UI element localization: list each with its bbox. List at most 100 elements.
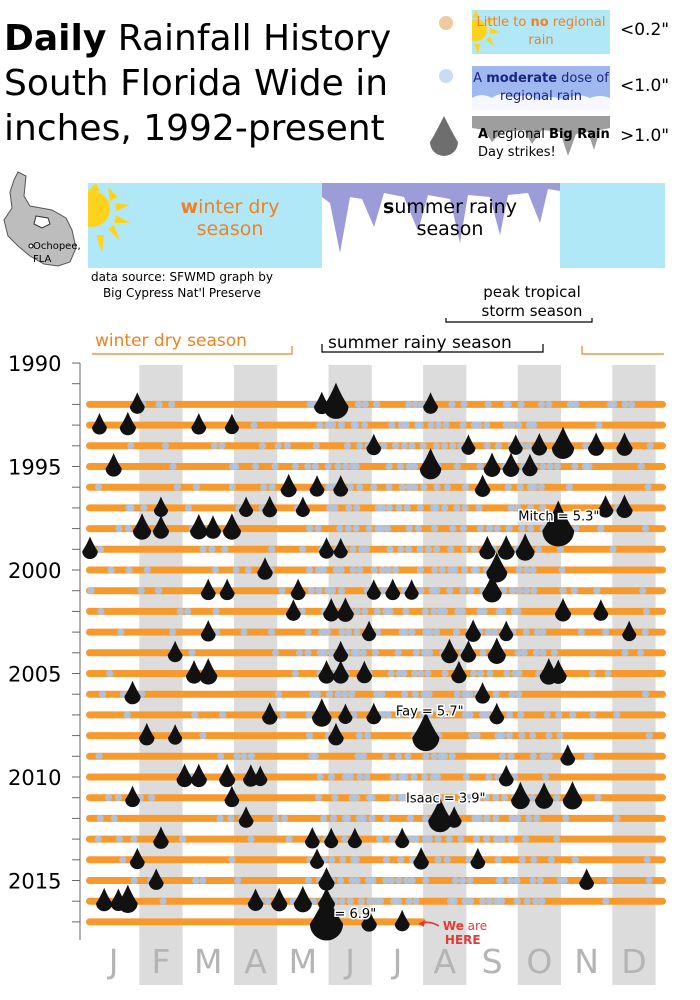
moderate-day xyxy=(532,649,541,657)
legend-dry-text: Little to no regional rain xyxy=(476,15,606,48)
moderate-day xyxy=(365,525,373,533)
moderate-day xyxy=(416,566,424,574)
moderate-day xyxy=(514,690,523,698)
moderate-day xyxy=(517,400,525,408)
moderate-day xyxy=(425,835,434,843)
moderate-day xyxy=(515,566,523,574)
moderate-day xyxy=(306,732,314,740)
winter-label: winter dry season xyxy=(95,331,247,351)
moderate-day xyxy=(476,525,485,533)
moderate-day xyxy=(527,525,535,533)
moderate-day xyxy=(127,504,135,512)
moderate-day xyxy=(424,669,432,678)
moderate-day xyxy=(406,711,414,719)
moderate-day xyxy=(539,504,547,512)
moderate-day xyxy=(453,504,461,512)
moderate-day xyxy=(405,897,413,905)
moderate-day xyxy=(546,462,554,471)
moderate-day xyxy=(315,587,323,595)
moderate-day xyxy=(537,400,546,408)
big-rain-day xyxy=(356,660,373,684)
moderate-day xyxy=(334,690,342,698)
moderate-day xyxy=(498,752,507,760)
year-tick-label: 1990 xyxy=(8,352,61,376)
here-label-line2: HERE xyxy=(445,933,481,947)
moderate-day xyxy=(529,752,537,760)
moderate-day xyxy=(283,442,291,450)
moderate-day xyxy=(329,421,337,429)
moderate-day xyxy=(547,856,555,864)
moderate-day xyxy=(553,794,561,802)
moderate-day xyxy=(518,525,526,533)
moderate-day xyxy=(532,897,540,905)
moderate-day xyxy=(494,856,502,864)
moderate-day xyxy=(516,483,524,491)
big-rain-day xyxy=(579,868,595,890)
big-rain-day xyxy=(319,537,334,559)
moderate-day xyxy=(304,876,313,885)
moderate-day xyxy=(347,773,355,781)
moderate-day xyxy=(234,876,242,885)
moderate-day xyxy=(327,649,336,657)
big-rain-day xyxy=(224,785,240,808)
moderate-day xyxy=(526,504,535,512)
moderate-day xyxy=(291,669,299,678)
year-row-1992 xyxy=(86,400,666,408)
moderate-day xyxy=(94,835,102,843)
moderate-day xyxy=(514,607,522,615)
big-rain-day xyxy=(489,702,505,725)
moderate-day xyxy=(306,400,314,408)
moderate-day xyxy=(390,773,398,781)
moderate-day xyxy=(401,628,409,636)
big-rain-day xyxy=(486,552,508,583)
legend-row-big: A regional Big Rain Day strikes! >1.0" xyxy=(430,116,694,160)
season-brackets: winter dry season summer rainy season xyxy=(92,318,664,355)
moderate-day xyxy=(349,545,357,553)
moderate-day xyxy=(587,752,595,760)
moderate-day xyxy=(497,876,505,885)
moderate-day xyxy=(589,711,597,719)
big-rain-day xyxy=(295,496,310,517)
moderate-day xyxy=(524,442,533,450)
year-tick-label: 2010 xyxy=(8,766,61,790)
big-rain-day xyxy=(125,785,140,808)
moderate-day xyxy=(306,525,314,533)
moderate-day xyxy=(388,835,396,843)
moderate-day xyxy=(416,545,424,553)
year-row-1997 xyxy=(86,504,666,512)
big-rain-day xyxy=(82,536,98,560)
moderate-day xyxy=(328,856,336,864)
moderate-day xyxy=(461,897,469,905)
moderate-day xyxy=(553,835,561,843)
moderate-day xyxy=(263,897,272,905)
moderate-day xyxy=(467,587,475,595)
moderate-day xyxy=(115,835,124,843)
big-rain-day xyxy=(562,781,583,810)
moderate-day xyxy=(604,669,612,678)
moderate-day xyxy=(316,773,324,781)
moderate-day xyxy=(387,669,395,678)
moderate-day xyxy=(356,566,364,574)
year-row-2009 xyxy=(86,752,666,760)
moderate-day xyxy=(440,442,448,450)
moderate-day xyxy=(493,525,501,533)
big-rain-day xyxy=(190,513,208,540)
moderate-day xyxy=(518,732,526,740)
moderate-day xyxy=(562,814,570,822)
moderate-day xyxy=(645,732,653,740)
moderate-day xyxy=(410,462,418,471)
moderate-day xyxy=(475,504,483,512)
big-rain-day xyxy=(361,909,377,932)
moderate-day xyxy=(291,462,299,471)
big-rain-day xyxy=(185,660,203,684)
moderate-day xyxy=(645,876,653,885)
moderate-day xyxy=(341,835,349,843)
moderate-day xyxy=(485,525,494,533)
year-tick-label: 1995 xyxy=(8,456,61,480)
moderate-day xyxy=(382,856,391,864)
moderate-day xyxy=(402,421,410,429)
big-rain-day xyxy=(549,659,567,684)
big-rain-day xyxy=(129,847,145,870)
moderate-day xyxy=(530,483,538,491)
year-row-2002 xyxy=(86,607,666,615)
